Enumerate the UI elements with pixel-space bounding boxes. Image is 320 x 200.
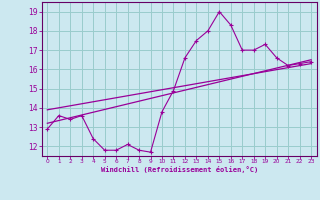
X-axis label: Windchill (Refroidissement éolien,°C): Windchill (Refroidissement éolien,°C) bbox=[100, 166, 258, 173]
